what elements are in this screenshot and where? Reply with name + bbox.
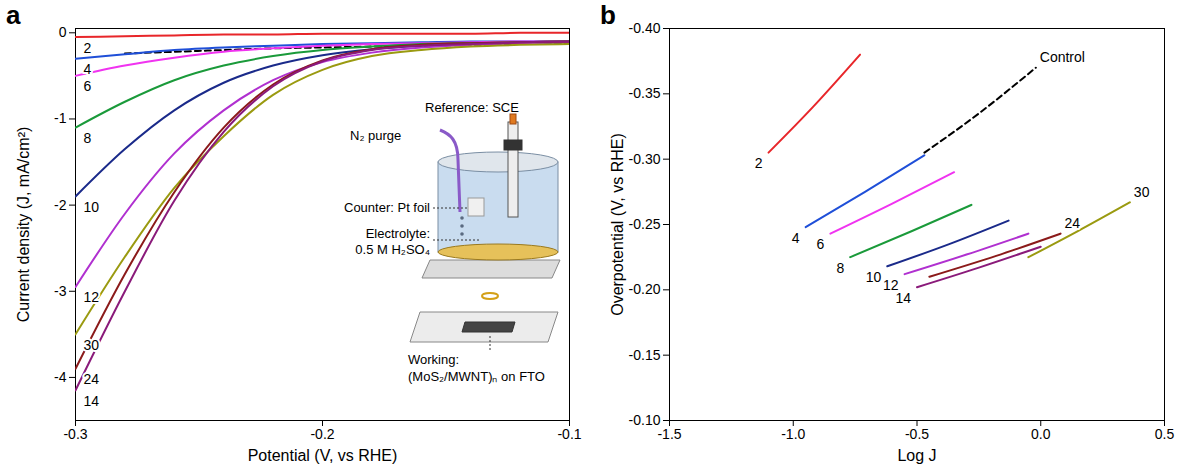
svg-text:8: 8: [836, 260, 844, 276]
svg-text:Control: Control: [1040, 49, 1085, 65]
svg-text:-0.10: -0.10: [629, 412, 661, 428]
svg-text:2: 2: [755, 155, 763, 171]
html-text:b: b: [600, 0, 616, 30]
svg-text:Counter: Pt foil: Counter: Pt foil: [344, 200, 430, 215]
svg-text:(MoS₂/MWNT)ₙ on FTO: (MoS₂/MWNT)ₙ on FTO: [408, 369, 545, 384]
svg-text:10: 10: [866, 269, 882, 285]
svg-text:Potential (V, vs RHE): Potential (V, vs RHE): [248, 447, 398, 464]
svg-text:Electrolyte:: Electrolyte:: [366, 226, 430, 241]
svg-text:Working:: Working:: [408, 352, 459, 367]
svg-text:4: 4: [792, 230, 800, 246]
svg-text:-1: -1: [54, 110, 67, 126]
svg-text:-0.20: -0.20: [629, 281, 661, 297]
svg-text:8: 8: [84, 130, 92, 146]
svg-text:N₂ purge: N₂ purge: [350, 128, 401, 143]
svg-text:-0.2: -0.2: [310, 426, 334, 442]
svg-text:10: 10: [84, 199, 100, 215]
svg-text:0.5: 0.5: [1155, 426, 1175, 442]
svg-text:24: 24: [1065, 215, 1081, 231]
svg-text:-3: -3: [54, 283, 67, 299]
svg-text:12: 12: [84, 289, 100, 305]
svg-text:24: 24: [84, 371, 100, 387]
svg-text:-0.15: -0.15: [629, 347, 661, 363]
svg-text:-0.30: -0.30: [629, 151, 661, 167]
svg-text:0: 0: [59, 24, 67, 40]
svg-text:-0.3: -0.3: [63, 426, 87, 442]
svg-text:14: 14: [84, 393, 100, 409]
svg-text:6: 6: [817, 236, 825, 252]
svg-text:-1.5: -1.5: [657, 426, 681, 442]
svg-text:-4: -4: [54, 369, 67, 385]
svg-text:-0.40: -0.40: [629, 20, 661, 36]
svg-text:12: 12: [883, 276, 899, 293]
svg-text:-2: -2: [54, 197, 67, 213]
svg-text:Log J: Log J: [897, 447, 936, 464]
svg-text:Overpotential (V, vs RHE): Overpotential (V, vs RHE): [609, 133, 626, 316]
svg-text:-0.1: -0.1: [557, 426, 581, 442]
svg-text:14: 14: [895, 290, 911, 306]
svg-text:4: 4: [84, 61, 92, 77]
svg-text:-0.5: -0.5: [905, 426, 929, 442]
svg-text:Current density (J, mA/cm²): Current density (J, mA/cm²): [15, 127, 32, 323]
svg-text:Reference: SCE: Reference: SCE: [425, 100, 519, 115]
svg-text:0.0: 0.0: [1031, 426, 1051, 442]
svg-text:-0.25: -0.25: [629, 216, 661, 232]
svg-text:6: 6: [84, 78, 92, 94]
html-text:a: a: [6, 0, 21, 30]
svg-text:0.5 M H₂SO₄: 0.5 M H₂SO₄: [355, 242, 430, 257]
svg-text:2: 2: [84, 40, 92, 56]
svg-text:30: 30: [1134, 184, 1150, 200]
svg-text:-0.35: -0.35: [629, 85, 661, 101]
svg-text:30: 30: [84, 337, 100, 353]
svg-text:-1.0: -1.0: [781, 426, 805, 442]
